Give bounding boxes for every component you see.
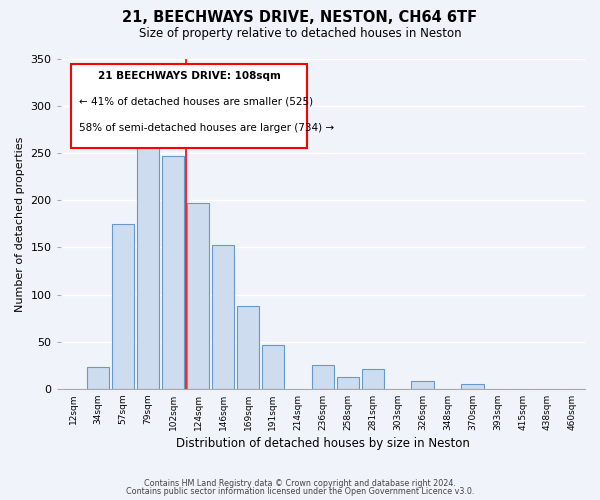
Bar	[87, 367, 109, 389]
Text: 58% of semi-detached houses are larger (734) →: 58% of semi-detached houses are larger (…	[79, 124, 334, 134]
Bar	[212, 244, 234, 389]
Bar	[187, 203, 209, 389]
Text: Size of property relative to detached houses in Neston: Size of property relative to detached ho…	[139, 28, 461, 40]
Bar	[112, 224, 134, 389]
Text: 21, BEECHWAYS DRIVE, NESTON, CH64 6TF: 21, BEECHWAYS DRIVE, NESTON, CH64 6TF	[122, 10, 478, 25]
Bar	[461, 384, 484, 389]
Bar	[362, 369, 384, 389]
Bar	[237, 306, 259, 389]
Text: Contains HM Land Registry data © Crown copyright and database right 2024.: Contains HM Land Registry data © Crown c…	[144, 478, 456, 488]
Bar	[337, 376, 359, 389]
FancyBboxPatch shape	[71, 64, 307, 148]
Bar	[137, 134, 160, 389]
Text: 21 BEECHWAYS DRIVE: 108sqm: 21 BEECHWAYS DRIVE: 108sqm	[98, 70, 281, 81]
Y-axis label: Number of detached properties: Number of detached properties	[15, 136, 25, 312]
Text: Contains public sector information licensed under the Open Government Licence v3: Contains public sector information licen…	[126, 487, 474, 496]
Text: ← 41% of detached houses are smaller (525): ← 41% of detached houses are smaller (52…	[79, 97, 313, 107]
Bar	[162, 156, 184, 389]
Bar	[311, 366, 334, 389]
Bar	[262, 344, 284, 389]
Bar	[412, 382, 434, 389]
X-axis label: Distribution of detached houses by size in Neston: Distribution of detached houses by size …	[176, 437, 470, 450]
